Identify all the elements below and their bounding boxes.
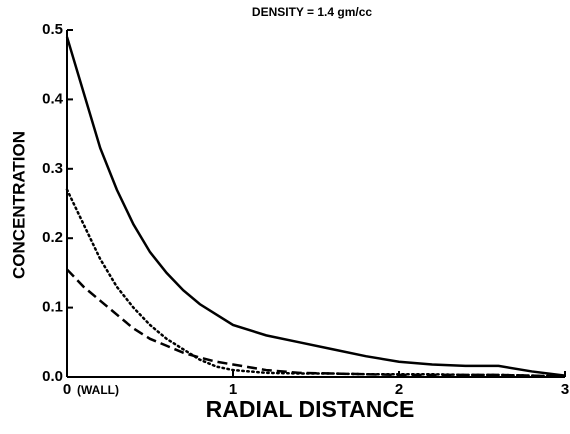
- x-tick-label: 1: [229, 381, 237, 398]
- x-tick-label: 3: [561, 381, 569, 398]
- y-tick-label: 0.2: [42, 229, 63, 246]
- line-series: [65, 36, 566, 377]
- x-tick-label: 0: [63, 381, 71, 398]
- x-axis-label: RADIAL DISTANCE: [206, 396, 415, 422]
- annotation: (WALL): [77, 383, 119, 397]
- y-tick-label: 0.3: [42, 160, 63, 177]
- line-series: [66, 268, 566, 378]
- line-series: [65, 188, 567, 378]
- chart-title: DENSITY = 1.4 gm/cc: [252, 5, 372, 19]
- y-tick-label: 0.0: [42, 368, 63, 385]
- x-tick-label: 2: [395, 381, 403, 398]
- y-tick-label: 0.4: [42, 90, 64, 107]
- y-axis-label: CONCENTRATION: [9, 131, 28, 279]
- y-tick-label: 0.1: [42, 299, 63, 316]
- y-tick-label: 0.5: [42, 21, 63, 38]
